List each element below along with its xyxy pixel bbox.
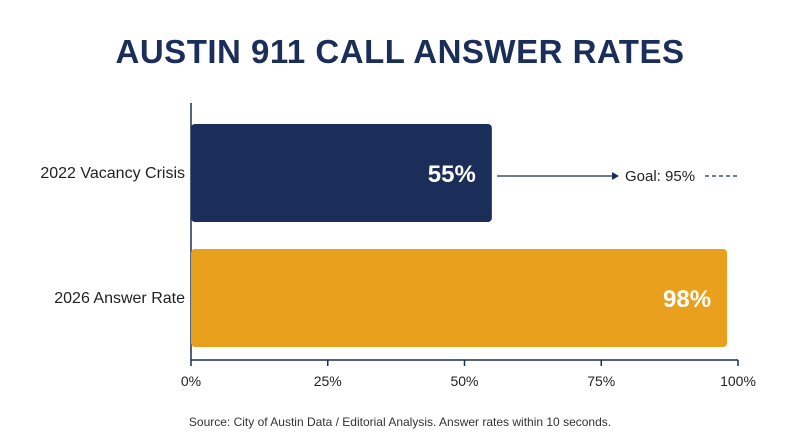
chart-title: AUSTIN 911 CALL ANSWER RATES [115,33,685,70]
bar-value-label: 98% [663,286,711,313]
x-tick-label: 0% [181,373,201,389]
category-label: 2022 Vacancy Crisis [40,165,185,182]
x-tick-label: 50% [450,373,478,389]
category-label: 2026 Answer Rate [54,290,185,307]
x-tick-label: 75% [587,373,615,389]
goal-annotation-label: Goal: 95% [625,168,695,185]
goal-annotation: Goal: 95% [497,168,738,185]
x-tick-label: 25% [314,373,342,389]
source-note: Source: City of Austin Data / Editorial … [188,415,612,429]
bar-value-label: 55% [428,161,476,188]
bar [191,249,728,347]
x-tick-label: 100% [720,373,756,389]
bar [191,124,492,222]
goal-arrow-head [612,172,619,180]
